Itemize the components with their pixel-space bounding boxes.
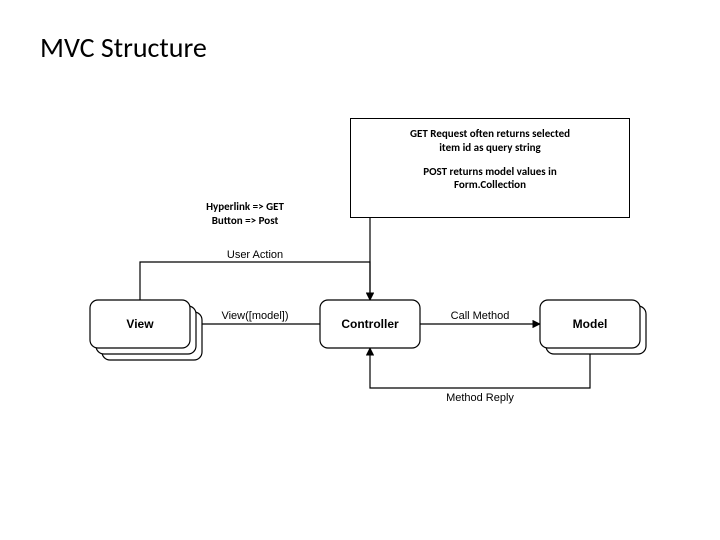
edge-label-call-method: Call Method xyxy=(451,310,510,322)
edge-label-method-reply: Method Reply xyxy=(446,392,514,404)
node-label-view: View xyxy=(126,317,154,331)
node-label-model: Model xyxy=(573,317,608,331)
node-view: View xyxy=(90,300,202,360)
mvc-diagram: User Action View([model]) Call Method Metho… xyxy=(0,0,720,540)
edge-label-view-model: View([model]) xyxy=(221,310,288,322)
edge-user-action xyxy=(140,262,370,300)
node-controller: Controller xyxy=(320,300,420,348)
node-model: Model xyxy=(540,300,646,354)
node-label-controller: Controller xyxy=(341,317,399,331)
edge-label-user-action: User Action xyxy=(227,249,283,261)
